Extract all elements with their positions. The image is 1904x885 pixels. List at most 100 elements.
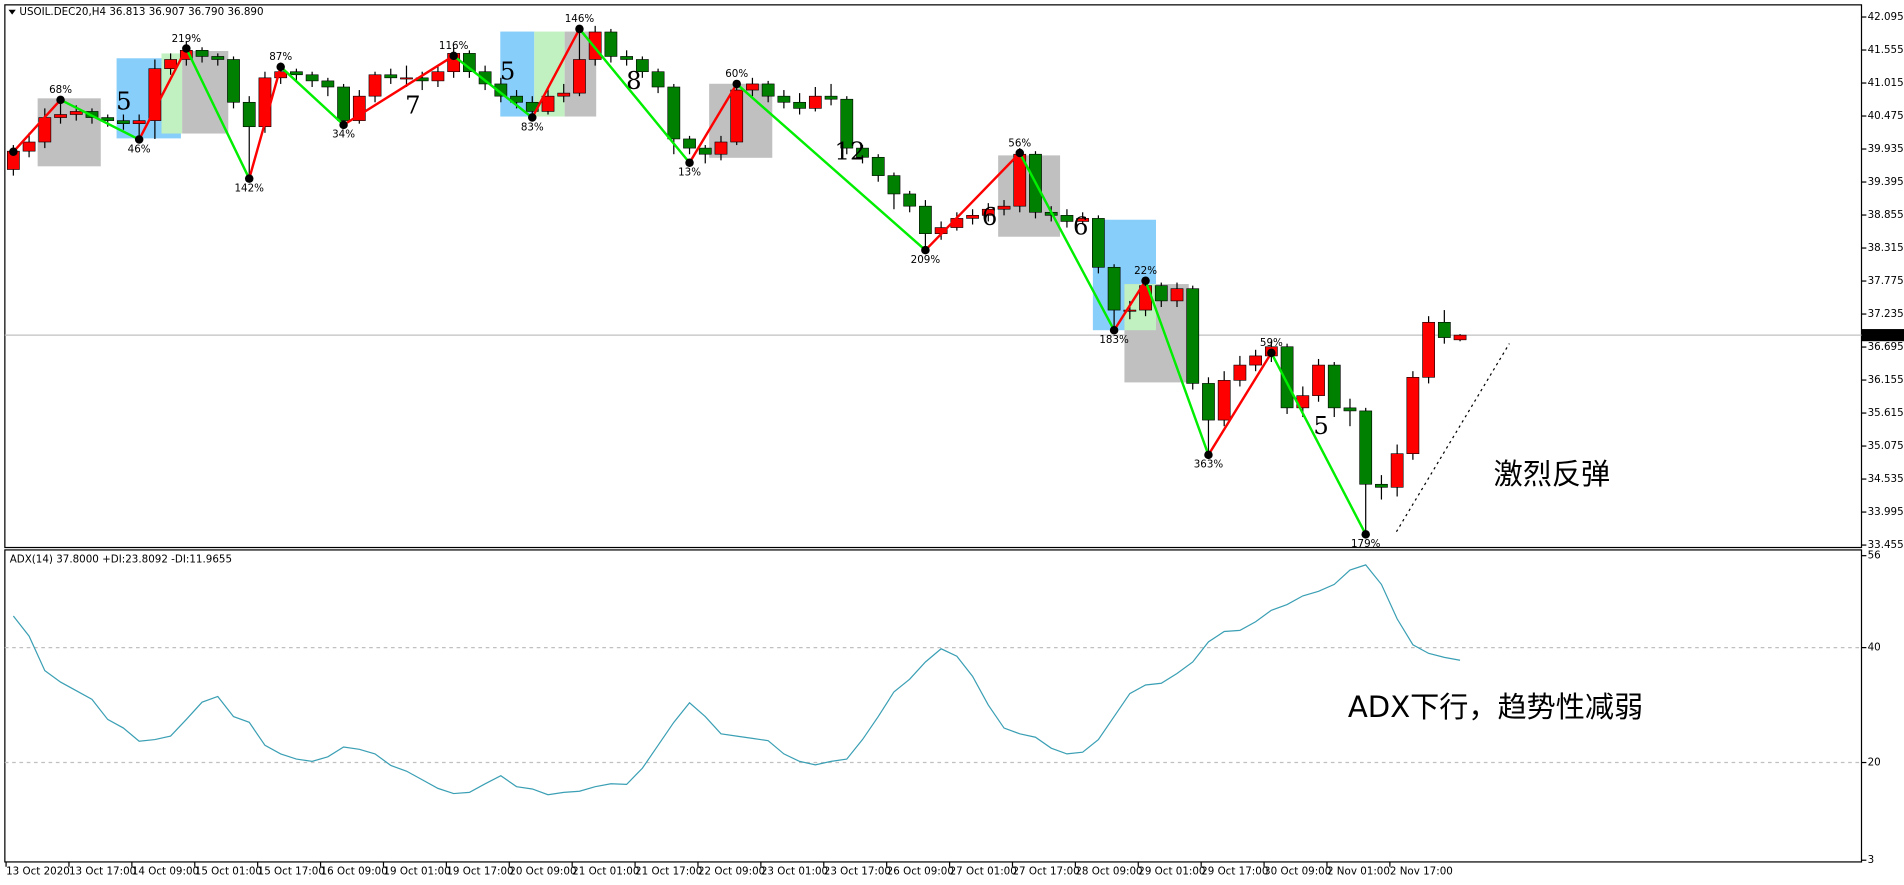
zigzag-segment (1144, 280, 1210, 456)
y-tick-label: 38.855 (1868, 209, 1904, 221)
x-tick-label: 15 Oct 01:00 (195, 866, 262, 878)
candle-body (824, 95, 838, 100)
zigzag-segment (342, 54, 455, 126)
x-tick-label: 13 Oct 2020 (6, 866, 70, 878)
y-tick-label: 20 (1868, 757, 1881, 769)
candle-body (1076, 218, 1090, 222)
x-tick-label: 30 Oct 09:00 (1264, 866, 1331, 878)
y-tick-label: 36.155 (1868, 374, 1904, 386)
zigzag-label: 22% (1134, 265, 1157, 277)
candle-body (919, 205, 932, 234)
zigzag-segment (1207, 352, 1273, 456)
x-tick-label: 29 Oct 17:00 (1201, 866, 1268, 878)
candle-body (635, 59, 649, 73)
trend-line (1395, 343, 1510, 533)
zigzag-label: 59% (1260, 337, 1283, 349)
zigzag-point (1109, 325, 1119, 335)
y-tick-label: 56 (1868, 550, 1881, 562)
candle-body (557, 92, 571, 97)
candle-body (966, 215, 979, 219)
candle-body (242, 101, 256, 128)
candle-body (651, 71, 665, 88)
candle-body (227, 59, 240, 103)
x-tick-label: 19 Oct 17:00 (446, 866, 513, 878)
zigzag-point (528, 113, 537, 122)
candle-body (384, 74, 398, 79)
y-tick-label: 42.095 (1868, 11, 1904, 23)
zigzag-label: 60% (725, 68, 748, 80)
y-tick-label: 33.455 (1868, 539, 1904, 551)
candle-body (54, 114, 67, 118)
y-tick-label: 36.695 (1868, 341, 1904, 353)
zigzag-point (56, 95, 65, 105)
candle-body (1422, 321, 1435, 378)
zigzag-segment (735, 83, 927, 252)
candle-body (714, 141, 728, 155)
zigzag-label: 183% (1099, 334, 1129, 346)
candle-body (903, 193, 917, 207)
zigzag-label: 146% (565, 13, 595, 25)
zigzag-point (134, 135, 144, 144)
candle-body (148, 68, 162, 121)
candle-body (290, 71, 303, 76)
zigzag-point (685, 158, 694, 168)
candle-body (871, 156, 885, 176)
candle-body (1107, 266, 1121, 311)
y-tick-label: 3 (1868, 854, 1875, 866)
candle-body (400, 77, 413, 80)
candle-body (981, 208, 995, 216)
candle-body (604, 31, 618, 57)
candle-body (541, 95, 555, 112)
candle-body (337, 86, 350, 121)
price-panel (4, 4, 1863, 549)
candle-body (1217, 380, 1231, 421)
x-tick-label: 2 Nov 17:00 (1390, 866, 1453, 878)
candle-body (620, 56, 634, 60)
candle-body (1312, 364, 1325, 396)
candle-body (777, 95, 791, 103)
x-tick-label: 15 Oct 17:00 (258, 866, 325, 878)
zigzag-segment (59, 98, 140, 141)
x-tick-label: 23 Oct 01:00 (761, 866, 828, 878)
x-tick-label: 21 Oct 17:00 (635, 866, 702, 878)
adx-title: ADX(14) 37.8000 +DI:23.8092 -DI:11.9655 (10, 554, 232, 566)
zigzag-segment (138, 47, 188, 141)
y-tick-label: 41.555 (1868, 44, 1904, 56)
candle-body (1375, 483, 1388, 488)
zigzag-segment (578, 28, 691, 164)
x-tick-label: 27 Oct 17:00 (1012, 866, 1079, 878)
zigzag-point (276, 62, 285, 72)
candle-body (683, 138, 696, 149)
x-tick-label: 19 Oct 01:00 (383, 866, 450, 878)
candle-body (808, 95, 822, 109)
zigzag-point (244, 174, 254, 183)
wave-label: 8 (626, 66, 641, 95)
candle-body (22, 141, 36, 152)
zigzag-point (921, 245, 930, 255)
wave-label: 6 (982, 202, 997, 231)
candle-body (1327, 364, 1341, 409)
candle-body (1060, 215, 1074, 222)
candle-body (667, 86, 681, 140)
zigzag-point (1361, 530, 1370, 539)
zigzag-segment (531, 28, 581, 119)
x-tick-label: 26 Oct 09:00 (887, 866, 954, 878)
x-tick-label: 23 Oct 17:00 (824, 866, 891, 878)
candle-body (1280, 346, 1294, 409)
x-tick-label: 21 Oct 01:00 (572, 866, 639, 878)
zigzag-label: 13% (678, 166, 701, 178)
candle-body (1186, 288, 1200, 384)
zigzag-point (1141, 276, 1150, 285)
zigzag-label: 179% (1351, 538, 1381, 550)
zigzag-segment (1018, 152, 1116, 331)
candle-body (164, 59, 177, 69)
candle-body (1343, 407, 1357, 412)
candle-body (1453, 334, 1467, 341)
candle-body (1406, 376, 1420, 454)
y-tick-label: 41.015 (1868, 77, 1904, 89)
candle-body (211, 56, 225, 60)
candle-body (1154, 285, 1168, 302)
zigzag-label: 83% (521, 121, 544, 133)
y-tick-label: 37.775 (1868, 275, 1904, 287)
